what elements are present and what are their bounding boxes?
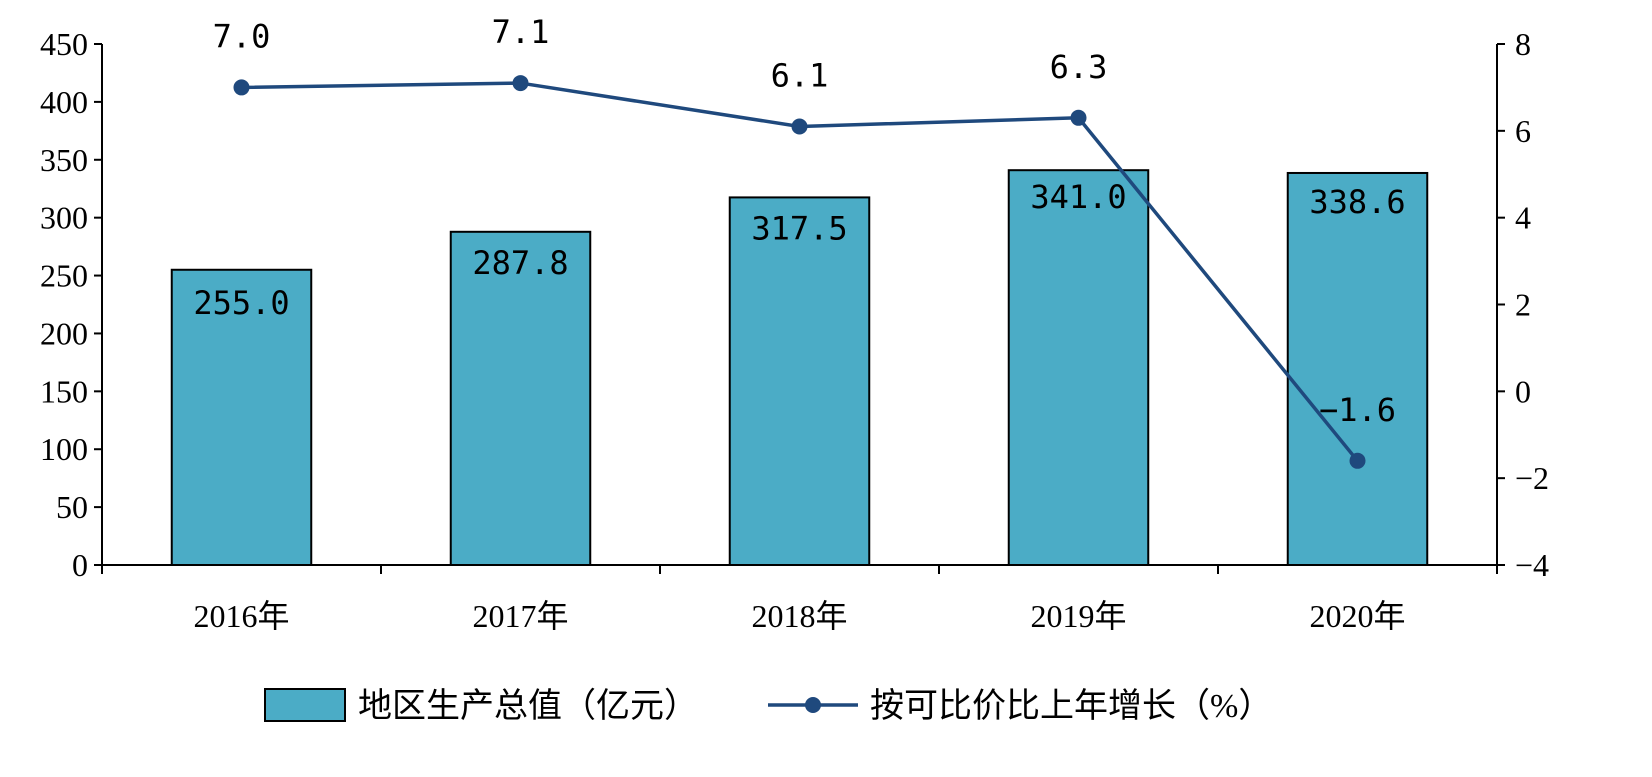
bar-data-label: 287.8 — [472, 244, 568, 282]
line-data-label: 7.0 — [213, 17, 271, 55]
line-data-label: −1.6 — [1319, 391, 1396, 429]
growth-point — [512, 75, 529, 92]
x-tick-label: 2017年 — [472, 598, 568, 634]
bar — [170, 268, 313, 566]
right-y-tick-label: 2 — [1515, 287, 1531, 323]
x-tick-label: 2019年 — [1030, 598, 1126, 634]
legend-bar-label: 地区生产总值（亿元） — [358, 687, 698, 725]
line-data-label: 6.3 — [1050, 48, 1108, 86]
right-y-tick-label: −4 — [1515, 547, 1549, 583]
right-y-tick-label: 8 — [1515, 26, 1531, 62]
left-y-tick-label: 350 — [40, 142, 88, 178]
left-y-tick-label: 250 — [40, 258, 88, 294]
legend-bar-swatch — [264, 688, 346, 722]
line-data-label: 6.1 — [771, 56, 829, 94]
growth-point — [1349, 452, 1366, 469]
x-tick-label: 2016年 — [193, 598, 289, 634]
legend-line-label: 按可比价比上年增长（%） — [870, 687, 1272, 725]
labels-layer: 255.0 287.8 317.5 341.0 338.6 7.0 7.1 6.1 6.3 −1.… — [193, 13, 1405, 429]
bars-layer — [170, 169, 1429, 566]
right-y-tick-label: −2 — [1515, 460, 1549, 496]
bar-data-label: 341.0 — [1030, 178, 1126, 216]
bar-data-label: 317.5 — [751, 209, 847, 247]
bar — [728, 196, 871, 566]
bar — [1007, 169, 1150, 566]
x-tick-label: 2018年 — [751, 598, 847, 634]
bar-data-label: 338.6 — [1309, 183, 1405, 221]
left-y-tick-label: 100 — [40, 431, 88, 467]
legend-line-marker — [805, 697, 821, 713]
line-data-label: 7.1 — [492, 13, 550, 51]
left-y-tick-label: 0 — [72, 547, 88, 583]
growth-point — [233, 79, 250, 96]
left-y-tick-label: 150 — [40, 373, 88, 409]
left-y-tick-label: 200 — [40, 315, 88, 351]
x-tick-label: 2020年 — [1309, 598, 1405, 634]
right-y-tick-label: 4 — [1515, 200, 1531, 236]
bar-data-label: 255.0 — [193, 284, 289, 322]
growth-point — [1070, 109, 1087, 126]
axes-layer: 0 50 100 150 200 250 300 350 400 450 −4 −2 0 2 4 6 8 2016… — [40, 26, 1549, 634]
growth-point — [791, 118, 808, 135]
left-y-tick-label: 400 — [40, 84, 88, 120]
bar — [1286, 171, 1429, 566]
left-y-tick-label: 50 — [56, 489, 88, 525]
left-y-tick-label: 300 — [40, 200, 88, 236]
bar — [449, 230, 592, 566]
line-layer — [233, 75, 1366, 469]
left-y-tick-label: 450 — [40, 26, 88, 62]
right-y-tick-label: 0 — [1515, 373, 1531, 409]
legend: 地区生产总值（亿元） 按可比价比上年增长（%） — [264, 687, 1272, 725]
right-y-tick-label: 6 — [1515, 113, 1531, 149]
